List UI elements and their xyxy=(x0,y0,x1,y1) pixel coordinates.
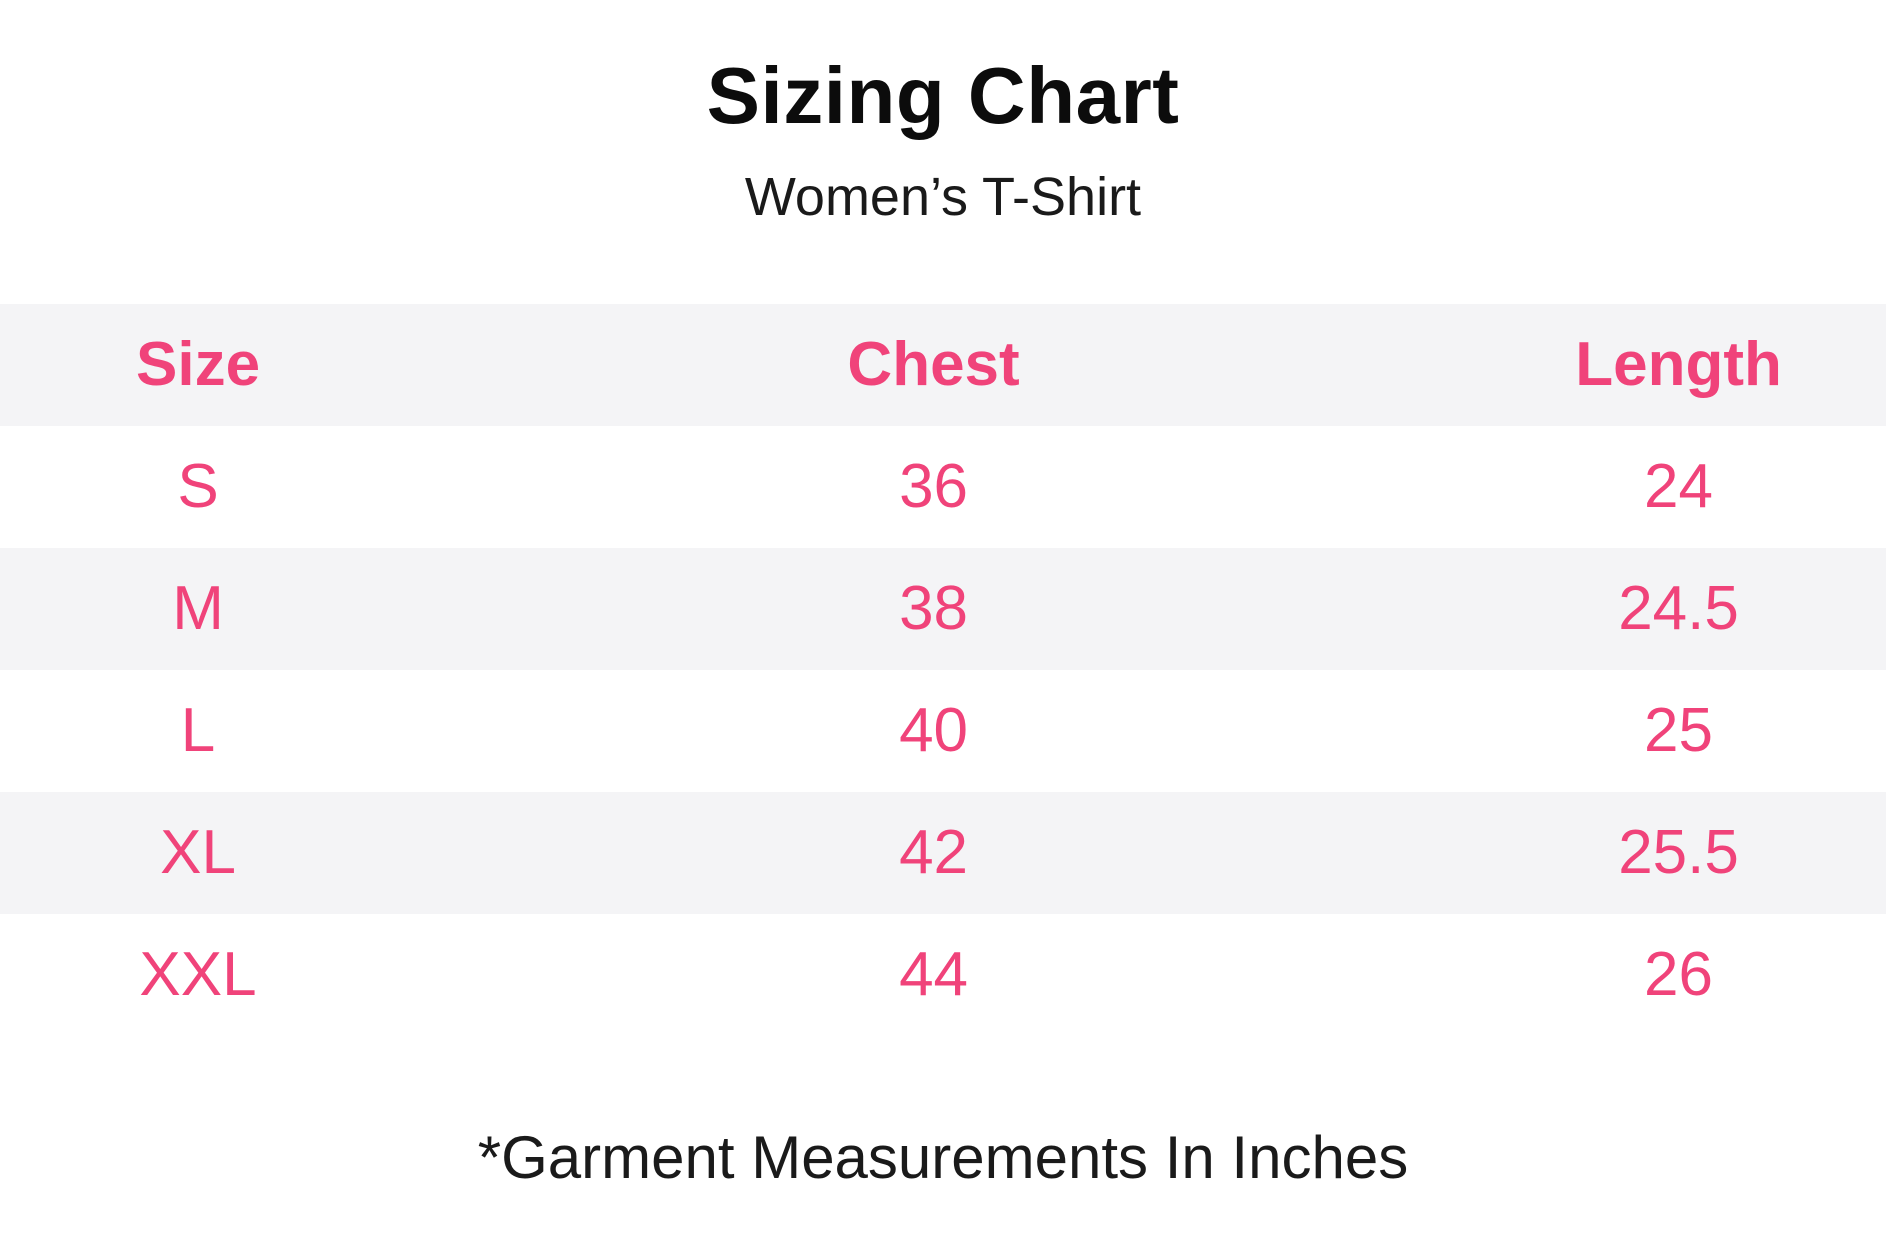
cell-length: 24.5 xyxy=(1618,574,1739,643)
cell-size: XXL xyxy=(139,940,257,1009)
cell-length: 26 xyxy=(1644,940,1714,1009)
page-title: Sizing Chart xyxy=(706,51,1180,140)
cell-chest: 38 xyxy=(899,574,969,643)
cell-chest: 42 xyxy=(899,818,969,887)
page-subtitle: Women’s T-Shirt xyxy=(744,167,1142,227)
sizing-table: Size Chest Length S 36 24 M 38 24.5 L 40 25 XL 42 2… xyxy=(0,303,1886,1036)
table-row: XL 42 25.5 xyxy=(0,791,1886,914)
cell-length: 24 xyxy=(1644,452,1714,521)
cell-chest: 44 xyxy=(899,940,969,1009)
table-row: S 36 24 xyxy=(0,425,1886,548)
table-row: XXL 44 26 xyxy=(0,913,1886,1036)
cell-chest: 40 xyxy=(899,696,969,765)
cell-size: S xyxy=(177,452,219,521)
table-row: M 38 24.5 xyxy=(0,547,1886,670)
header-cell-length: Length xyxy=(1575,330,1782,399)
header-row: Size Chest Length xyxy=(0,303,1886,426)
cell-size: XL xyxy=(160,818,236,887)
sizing-table-header: Size Chest Length xyxy=(0,303,1886,426)
header-cell-size: Size xyxy=(135,330,261,399)
table-row: L 40 25 xyxy=(0,669,1886,792)
cell-size: L xyxy=(180,696,216,765)
header-cell-chest: Chest xyxy=(847,330,1020,399)
cell-chest: 36 xyxy=(899,452,969,521)
footnote: *Garment Measurements In Inches xyxy=(477,1123,1409,1191)
cell-length: 25 xyxy=(1644,696,1714,765)
sizing-table-body: S 36 24 M 38 24.5 L 40 25 XL 42 25.5 XXL 44 26 xyxy=(0,425,1886,1036)
cell-length: 25.5 xyxy=(1618,818,1739,887)
cell-size: M xyxy=(172,574,224,643)
